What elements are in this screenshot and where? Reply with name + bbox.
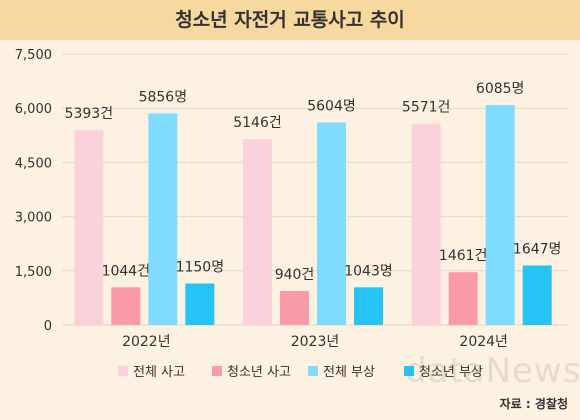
data-label: 5393건 xyxy=(65,106,114,122)
chart-title: 청소년 자전거 교통사고 추이 xyxy=(175,9,405,31)
bar xyxy=(317,122,346,326)
y-tick-label: 3,000 xyxy=(15,211,52,226)
bar xyxy=(111,287,141,325)
legend-swatch xyxy=(212,366,222,376)
bar xyxy=(148,113,178,325)
x-tick-label: 2023년 xyxy=(291,334,340,350)
legend-label: 전체 부상 xyxy=(323,365,375,380)
x-tick-label: 2024년 xyxy=(459,334,508,350)
bar xyxy=(522,265,552,325)
data-label: 1461건 xyxy=(439,248,488,264)
source-note: 자료 : 경찰청 xyxy=(499,397,568,411)
bar xyxy=(354,287,383,325)
data-label: 5604명 xyxy=(307,99,356,115)
bar xyxy=(411,123,441,325)
data-label: 940건 xyxy=(275,267,315,283)
legend-label: 청소년 사고 xyxy=(227,365,291,380)
data-label: 6085명 xyxy=(476,81,525,97)
title-bar xyxy=(0,0,580,40)
y-tick-label: 1,500 xyxy=(15,265,52,280)
x-tick-label: 2022년 xyxy=(122,334,171,350)
y-tick-label: 7,500 xyxy=(15,48,52,63)
bar xyxy=(74,130,104,325)
bar xyxy=(280,291,309,325)
legend-label: 전체 사고 xyxy=(133,365,185,380)
bar xyxy=(185,283,215,325)
y-tick-label: 4,500 xyxy=(15,156,52,171)
data-label: 5146건 xyxy=(233,115,282,131)
data-label: 1150명 xyxy=(176,259,225,275)
legend-swatch xyxy=(118,366,128,376)
bar xyxy=(485,105,515,326)
watermark: dataNews xyxy=(405,351,580,391)
y-tick-label: 0 xyxy=(44,319,52,334)
data-label: 5856명 xyxy=(139,89,188,105)
data-label: 5571건 xyxy=(402,100,451,116)
legend-swatch xyxy=(308,366,318,376)
bar xyxy=(243,139,272,325)
data-label: 1043명 xyxy=(344,263,393,279)
data-label: 1044건 xyxy=(102,263,151,279)
legend-swatch xyxy=(404,366,414,376)
y-tick-label: 6,000 xyxy=(15,102,52,117)
bar xyxy=(448,272,478,325)
legend-label: 청소년 부상 xyxy=(419,365,483,380)
data-label: 1647명 xyxy=(513,241,562,257)
